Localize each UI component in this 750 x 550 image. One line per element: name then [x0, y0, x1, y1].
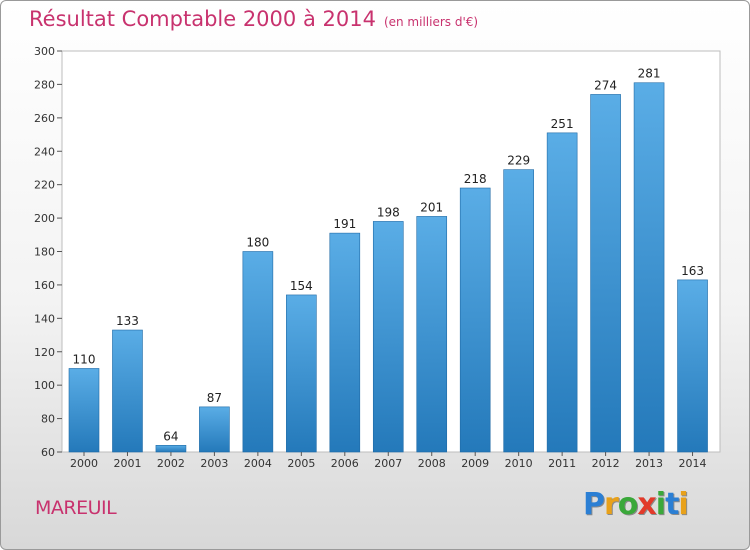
bar-value-label: 133	[116, 314, 139, 328]
x-tick-label: 2007	[374, 457, 402, 470]
x-tick-label: 2013	[635, 457, 663, 470]
bar-value-label: 163	[681, 264, 704, 278]
y-tick-label: 200	[34, 212, 55, 225]
bar	[68, 368, 100, 453]
bar-value-label: 229	[507, 154, 530, 168]
logo-letter: t	[665, 487, 679, 522]
y-tick-label: 100	[34, 379, 55, 392]
x-tick-label: 2003	[200, 457, 228, 470]
chart-title-text: Résultat Comptable 2000 à 2014	[29, 7, 376, 31]
bar-value-label: 191	[333, 217, 356, 231]
y-tick-label: 120	[34, 346, 55, 359]
bar	[677, 279, 708, 453]
y-tick-label: 220	[34, 179, 55, 192]
y-tick-label: 260	[34, 112, 55, 125]
x-tick-label: 2006	[331, 457, 359, 470]
logo-letter: i	[678, 487, 688, 522]
x-tick-label: 2011	[548, 457, 576, 470]
y-tick-label: 80	[41, 413, 55, 426]
bar	[286, 294, 317, 453]
x-tick-label: 2005	[287, 457, 315, 470]
x-tick-label: 2001	[113, 457, 141, 470]
bar	[459, 187, 491, 453]
bar	[112, 329, 143, 453]
bar-value-label: 154	[290, 279, 313, 293]
bar	[372, 221, 404, 453]
x-tick-label: 2004	[244, 457, 272, 470]
bar-value-label: 64	[163, 429, 178, 443]
bar-value-label: 198	[377, 205, 400, 219]
bar-value-label: 180	[246, 236, 269, 250]
bar	[329, 232, 361, 453]
x-tick-label: 2008	[418, 457, 446, 470]
y-tick-label: 60	[41, 446, 55, 459]
logo-letter: o	[617, 487, 639, 522]
bar	[546, 132, 578, 453]
bar	[155, 445, 187, 453]
bar	[242, 251, 274, 453]
chart-subtitle: (en milliers d'€)	[383, 15, 479, 29]
x-tick-label: 2010	[505, 457, 533, 470]
proxiti-logo: Proxiti	[583, 487, 689, 522]
y-tick-label: 300	[34, 45, 55, 58]
y-tick-label: 160	[34, 279, 55, 292]
logo-letter: r	[604, 487, 619, 522]
y-tick-label: 140	[34, 312, 55, 325]
bar	[503, 169, 534, 453]
bar-value-label: 218	[464, 172, 487, 186]
x-tick-label: 2009	[461, 457, 489, 470]
bar-value-label: 281	[638, 67, 661, 81]
bar	[416, 216, 448, 453]
bar-value-label: 251	[551, 117, 574, 131]
x-tick-label: 2012	[592, 457, 620, 470]
y-tick-label: 280	[34, 78, 55, 91]
bar-value-label: 274	[594, 78, 617, 92]
bar-value-label: 201	[420, 200, 443, 214]
y-tick-label: 180	[34, 246, 55, 259]
x-tick-label: 2002	[157, 457, 185, 470]
bar	[199, 406, 230, 453]
bar-value-label: 87	[207, 391, 222, 405]
bar	[633, 82, 665, 453]
logo-letter: x	[637, 487, 656, 522]
chart-title: Résultat Comptable 2000 à 2014 (en millie…	[29, 7, 478, 31]
x-tick-label: 2000	[70, 457, 98, 470]
x-tick-label: 2014	[679, 457, 707, 470]
logo-letter: i	[655, 487, 666, 522]
bar-value-label: 110	[73, 352, 96, 366]
bar	[590, 94, 621, 453]
location-label: MAREUIL	[35, 497, 117, 519]
logo-letter: P	[583, 487, 605, 522]
y-tick-label: 240	[34, 145, 55, 158]
